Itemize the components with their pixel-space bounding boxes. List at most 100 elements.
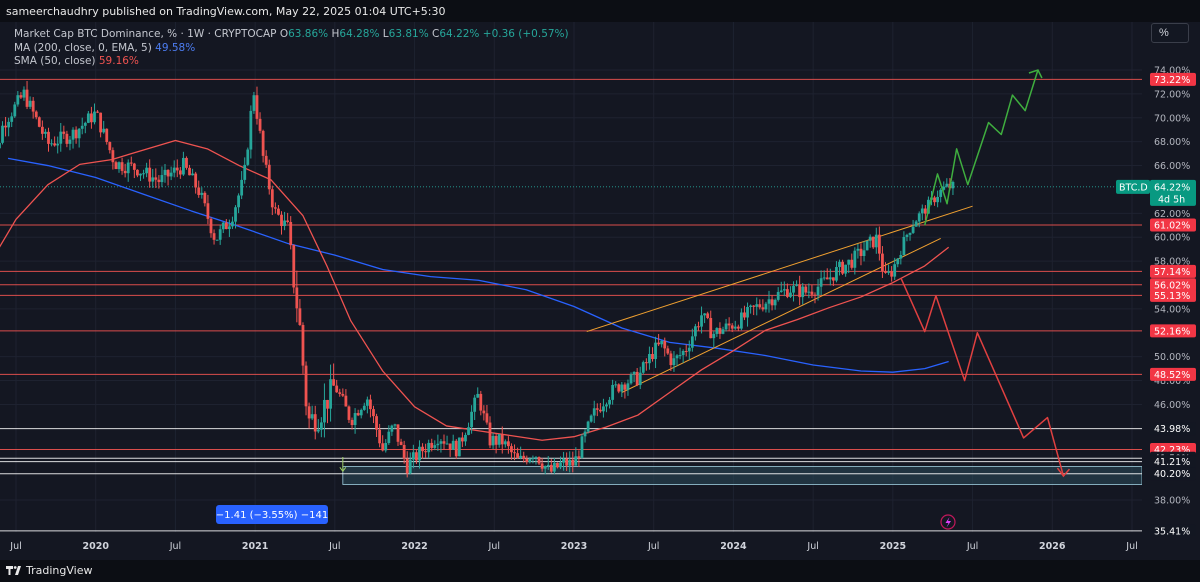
candle-body <box>86 113 90 123</box>
candle-body <box>335 385 339 393</box>
candle-body <box>362 405 366 410</box>
candle-body <box>169 172 173 177</box>
candle-body <box>559 462 562 468</box>
price-tick-label: 68.00% <box>1154 137 1190 148</box>
candle-body <box>154 177 158 180</box>
time-tick-label: 2023 <box>561 541 587 552</box>
level-tag <box>1150 455 1196 469</box>
candle-body <box>28 100 32 107</box>
legend-sma-row[interactable]: SMA (50, close) 59.16% <box>14 55 569 69</box>
candle-body <box>807 291 811 293</box>
candle-body <box>583 431 587 437</box>
level-tag <box>1150 367 1196 381</box>
candle-body <box>528 458 532 463</box>
candle-body <box>344 395 348 407</box>
candle-body <box>405 458 409 474</box>
candle-body <box>951 181 955 189</box>
candle-body <box>868 236 872 241</box>
candle-body <box>461 437 464 442</box>
candle-body <box>923 208 927 214</box>
candle-body <box>74 129 78 139</box>
candle-body <box>56 143 60 146</box>
candle-body <box>224 222 228 230</box>
candle-body <box>286 220 290 223</box>
level-tag-label: 48.52% <box>1154 370 1190 381</box>
candle-body <box>549 464 553 472</box>
tradingview-logo[interactable]: TradingView <box>6 564 92 577</box>
legend-change: +0.36 (+0.57%) <box>482 28 569 40</box>
candle-body <box>338 392 342 394</box>
legend-c-label: C <box>432 28 440 40</box>
candle-body <box>430 442 434 448</box>
candle-body <box>384 442 388 451</box>
candle-body <box>749 305 752 307</box>
percent-scale-button[interactable]: % <box>1151 23 1189 43</box>
candle-body <box>899 255 903 259</box>
candle-body <box>83 122 87 126</box>
candle-body <box>166 169 170 177</box>
support-zone <box>342 466 1143 485</box>
measure-label: −1.41 (−3.55%) −141 <box>216 510 328 521</box>
level-tag-label: 43.98% <box>1154 424 1190 435</box>
legend-h-label: H <box>331 28 340 40</box>
legend-high: 64.28% <box>339 28 380 40</box>
candle-body <box>215 239 219 241</box>
candle-body <box>623 384 627 390</box>
measure-label-box <box>216 505 328 524</box>
candle-body <box>7 121 11 128</box>
candle-body <box>329 379 332 409</box>
candle-body <box>841 261 844 274</box>
candle-body <box>779 290 783 292</box>
candle-body <box>372 409 375 417</box>
candle-body <box>927 199 930 214</box>
candle-body <box>503 441 507 445</box>
candle-body <box>580 436 584 458</box>
candle-body <box>902 236 906 256</box>
legend-ma-row[interactable]: MA (200, close, 0, EMA, 5) 49.58% <box>14 42 569 56</box>
candle-body <box>577 456 581 458</box>
candle-body <box>255 95 259 119</box>
candle-body <box>40 126 44 134</box>
candle-body <box>442 441 446 444</box>
candle-body <box>240 179 244 196</box>
candle-body <box>464 434 467 442</box>
price-chart[interactable]: 74.00% 72.00% 70.00% 68.00% 66.00% 62.00% 60.0… <box>0 22 1200 560</box>
legend-title: Market Cap BTC Dominance, % · 1W · CRYPT… <box>14 28 277 40</box>
level-tag-label: 61.02% <box>1154 221 1190 232</box>
candle-body <box>16 95 20 105</box>
candle-body <box>65 133 69 144</box>
candle-body <box>740 312 743 329</box>
candle-body <box>608 399 611 405</box>
candle-body <box>752 305 756 307</box>
candle-body <box>120 162 124 171</box>
candle-body <box>53 143 57 146</box>
candle-body <box>758 304 762 308</box>
time-axis-bg <box>0 536 1200 560</box>
candle-body <box>31 100 35 112</box>
candle-body <box>71 129 75 140</box>
candle-body <box>37 117 41 127</box>
candle-body <box>657 342 661 345</box>
candle-body <box>687 347 691 352</box>
candle-body <box>513 452 516 454</box>
candle-body <box>641 362 645 373</box>
candle-body <box>792 285 795 293</box>
ma200-line <box>7 157 949 373</box>
candle-body <box>565 458 569 466</box>
candle-body <box>844 264 848 274</box>
price-tick-label: 60.00% <box>1154 233 1190 244</box>
candle-body <box>22 89 26 98</box>
candle-body <box>136 169 139 176</box>
legend-low: 63.81% <box>388 28 429 40</box>
candle-body <box>402 444 406 459</box>
candle-body <box>77 128 81 139</box>
time-axis: Jul 2020 Jul 2021 Jul 2022 Jul 2023 Jul 2024 Jul 20… <box>0 536 1200 560</box>
candle-body <box>482 410 486 414</box>
time-tick-label: Jul <box>169 541 181 552</box>
ma-lines <box>0 139 950 441</box>
candle-body <box>865 240 869 251</box>
candle-body <box>44 131 47 134</box>
candle-body <box>543 466 547 469</box>
candle-body <box>470 411 473 428</box>
candle-body <box>838 261 841 268</box>
